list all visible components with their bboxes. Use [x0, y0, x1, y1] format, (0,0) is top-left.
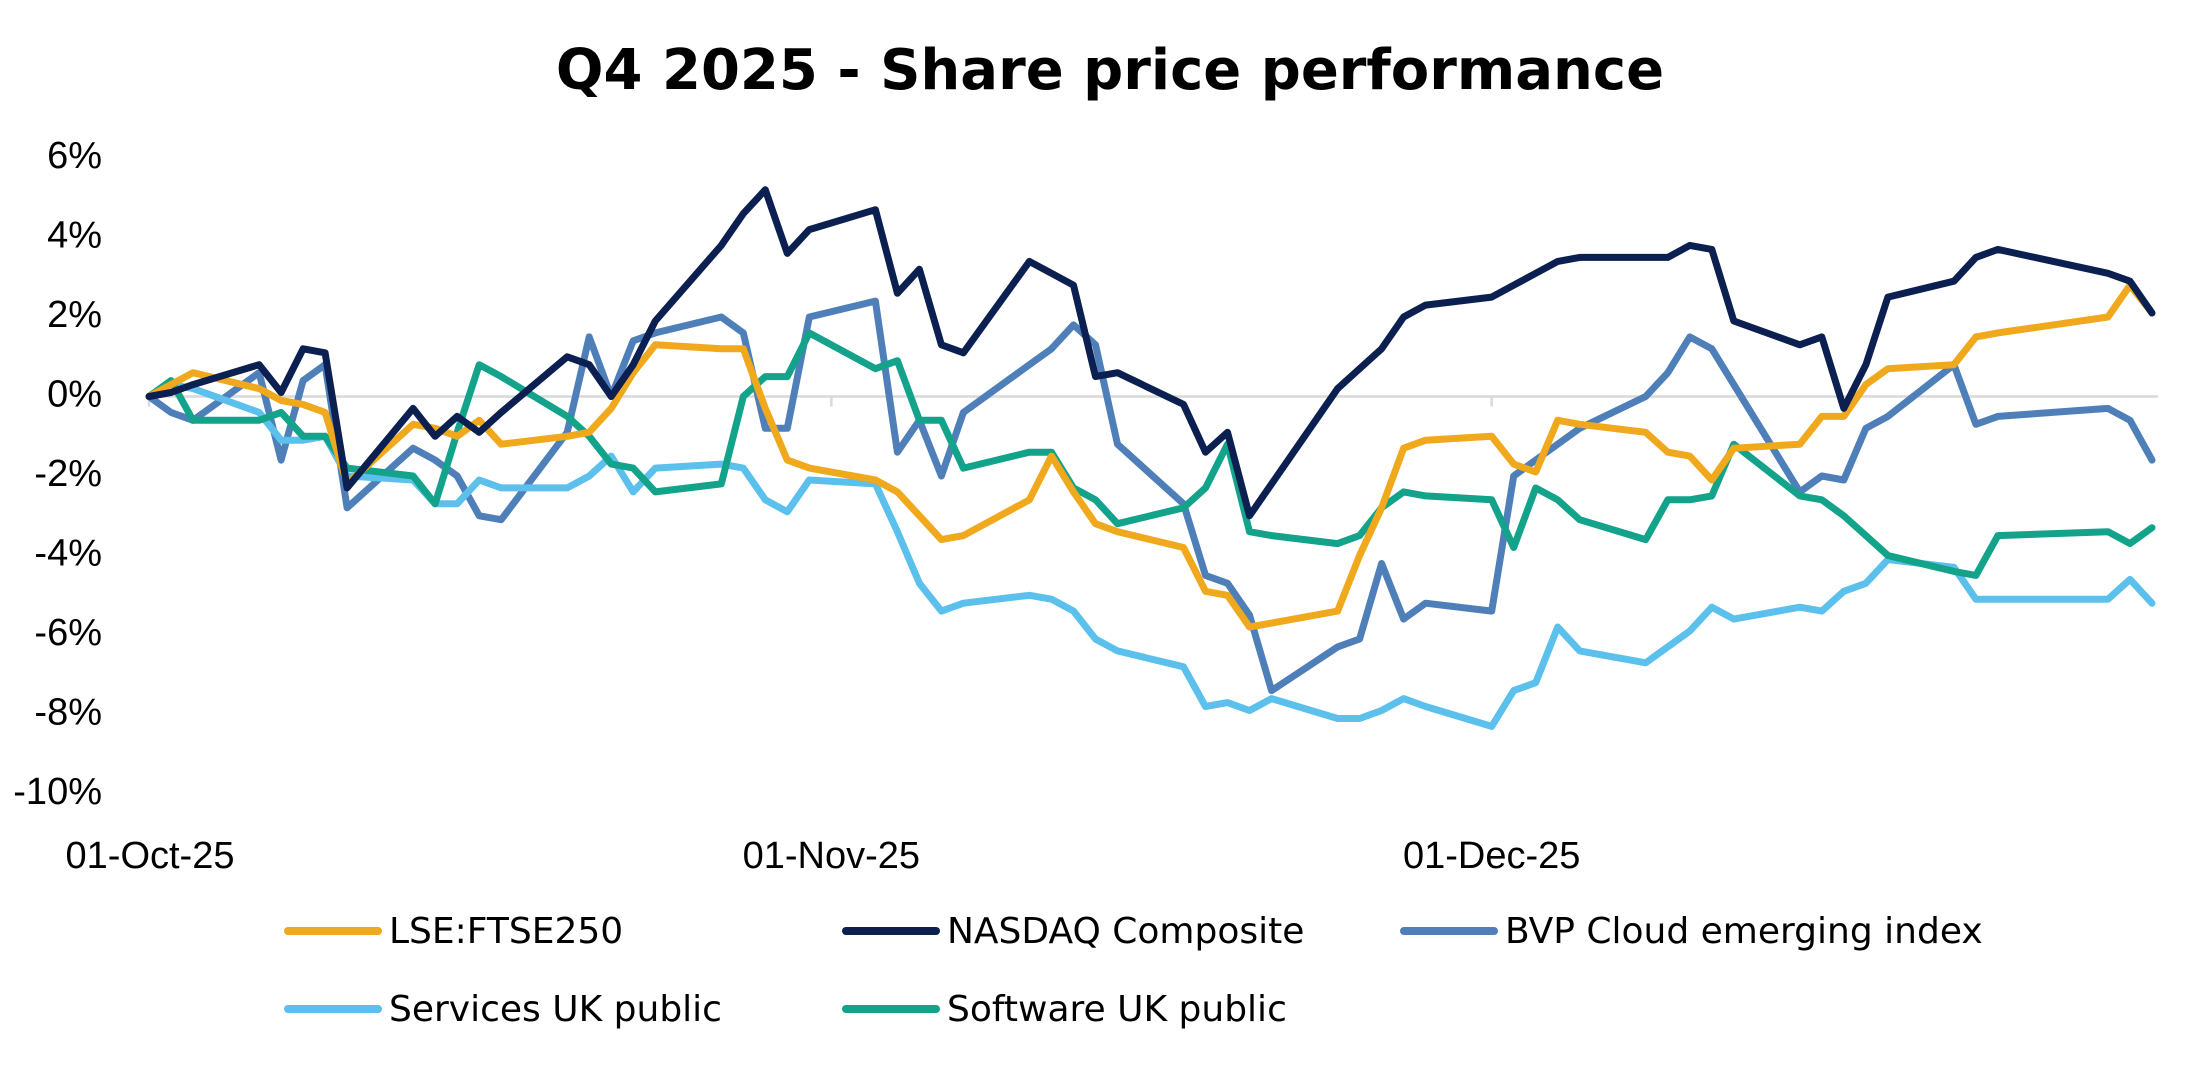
legend-label: BVP Cloud emerging index [1505, 911, 1983, 952]
y-tick-label: -8% [34, 692, 102, 734]
series-line [145, 186, 2156, 520]
series-line [145, 381, 2156, 730]
legend-label: Services UK public [389, 989, 722, 1030]
y-tick-label: -4% [34, 533, 102, 575]
y-tick-label: 0% [47, 374, 102, 416]
y-tick-label: 2% [47, 294, 102, 336]
y-tick-label: 6% [47, 135, 102, 177]
x-tick-label: 01-Oct-25 [66, 835, 235, 877]
x-tick-label: 01-Nov-25 [743, 835, 920, 877]
x-tick-label: 01-Dec-25 [1403, 835, 1580, 877]
series-line [145, 297, 2156, 695]
chart-title: Q4 2025 - Share price performance [556, 38, 1664, 103]
legend-label: Software UK public [947, 989, 1287, 1030]
legend-label: LSE:FTSE250 [389, 911, 623, 952]
y-tick-label: -2% [34, 453, 102, 495]
y-tick-label: -6% [34, 612, 102, 654]
legend-label: NASDAQ Composite [947, 911, 1304, 952]
y-tick-label: 4% [47, 215, 102, 257]
series-line [145, 329, 2156, 579]
y-tick-label: -10% [13, 771, 102, 813]
